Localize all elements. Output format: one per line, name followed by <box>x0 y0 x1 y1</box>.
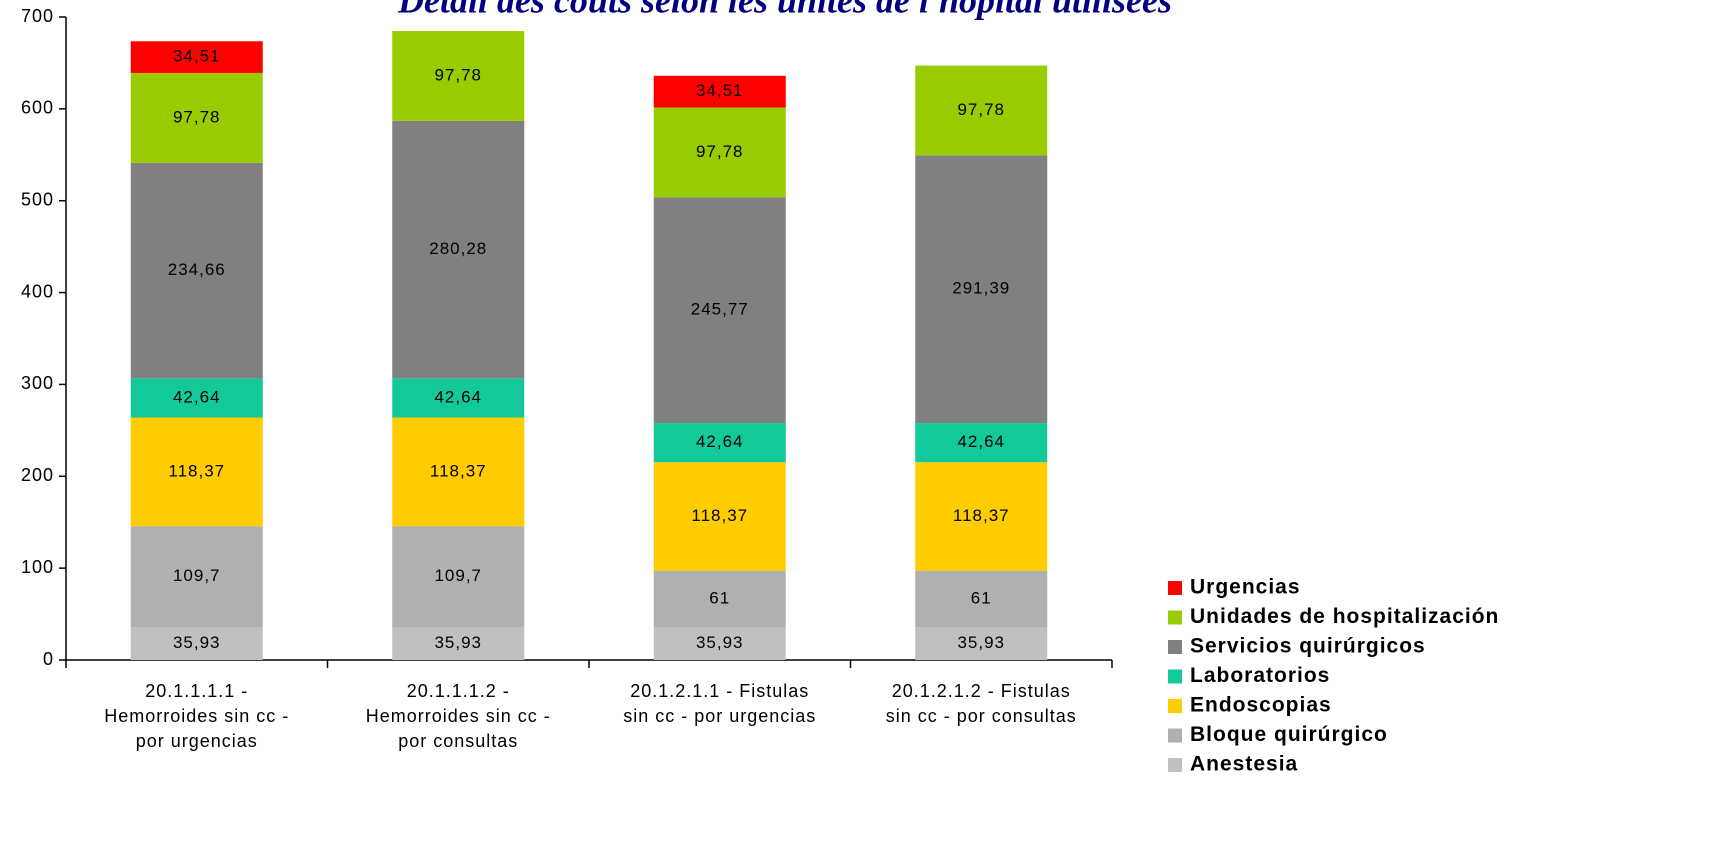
legend-label: Unidades de hospitalización <box>1190 605 1499 628</box>
bar-segment <box>915 423 1048 463</box>
bar-segment <box>130 417 263 527</box>
y-tick-label: 400 <box>21 281 54 301</box>
bar-segment <box>653 197 786 424</box>
legend-swatch <box>1168 699 1182 713</box>
y-tick-label: 300 <box>21 373 54 393</box>
value-label: 280,28 <box>429 239 487 258</box>
value-label: 35,93 <box>957 633 1005 652</box>
value-label: 42,64 <box>434 387 482 406</box>
y-tick-label: 500 <box>21 189 54 209</box>
value-label: 34,51 <box>696 81 744 100</box>
legend-swatch <box>1168 728 1182 743</box>
value-label: 61 <box>709 588 730 607</box>
bar-segment <box>130 162 263 379</box>
x-tick-label: 20.1.1.1.2 - Hemorroides sin cc - por co… <box>365 681 551 751</box>
value-label: 34,51 <box>173 47 221 66</box>
bar-segment <box>130 72 263 163</box>
value-label: 118,37 <box>168 461 225 480</box>
value-label: 42,64 <box>957 432 1005 451</box>
value-label: 35,93 <box>696 633 744 652</box>
legend-swatch <box>1168 669 1182 684</box>
y-tick-label: 0 <box>43 649 54 669</box>
bar-segment <box>392 417 525 527</box>
y-tick-label: 700 <box>21 6 54 26</box>
value-label: 42,64 <box>696 432 744 451</box>
y-tick-label: 600 <box>21 98 54 118</box>
bar-segment <box>130 526 263 627</box>
bar-segment <box>915 155 1048 424</box>
bar-segment <box>653 570 786 627</box>
value-label: 291,39 <box>952 279 1010 298</box>
bar-segment <box>130 378 263 418</box>
bar-segment <box>915 65 1048 156</box>
y-tick-label: 100 <box>21 557 54 577</box>
value-label: 118,37 <box>430 461 487 480</box>
legend-label: Anestesia <box>1190 753 1298 776</box>
value-label: 35,93 <box>434 633 482 652</box>
bar-segment <box>130 41 263 73</box>
bar-segment <box>392 378 525 418</box>
value-label: 97,78 <box>173 107 221 126</box>
value-label: 234,66 <box>168 260 226 279</box>
value-label: 109,7 <box>434 566 482 585</box>
legend-swatch <box>1168 640 1182 654</box>
legend-label: Laboratorios <box>1190 664 1330 687</box>
y-tick-label: 200 <box>21 465 54 485</box>
bar-segment <box>392 120 525 379</box>
x-tick-label: 20.1.1.1.1 - Hemorroides sin cc - por ur… <box>104 681 290 751</box>
bar-segment <box>915 462 1048 571</box>
bar-segment <box>915 626 1048 660</box>
bar-segment <box>915 570 1048 627</box>
value-label: 97,78 <box>696 142 744 161</box>
value-label: 109,7 <box>173 566 221 585</box>
legend-label: Bloque quirúrgico <box>1190 723 1388 746</box>
value-label: 35,93 <box>173 633 221 652</box>
value-label: 118,37 <box>953 506 1010 525</box>
bar-segment <box>653 626 786 660</box>
bar-segment <box>653 75 786 108</box>
value-label: 97,78 <box>434 65 482 84</box>
value-label: 245,77 <box>691 300 749 319</box>
chart-title: Détail des coûts selon les unités de l'h… <box>397 0 1172 20</box>
value-label: 97,78 <box>957 100 1005 119</box>
bar-segment <box>653 423 786 463</box>
legend-label: Endoscopias <box>1190 694 1332 717</box>
x-tick-label: 20.1.2.1.1 - Fistulas sin cc - por urgen… <box>623 681 817 726</box>
x-tick-label: 20.1.2.1.2 - Fistulas sin cc - por consu… <box>885 681 1077 726</box>
value-label: 42,64 <box>173 387 221 406</box>
bar-segment <box>653 462 786 571</box>
value-label: 61 <box>971 588 992 607</box>
legend-label: Servicios quirúrgicos <box>1190 635 1426 658</box>
legend-swatch <box>1168 610 1182 625</box>
value-label: 118,37 <box>691 506 748 525</box>
legend-swatch <box>1168 758 1182 772</box>
bar-segment <box>392 31 525 121</box>
bar-segment <box>392 626 525 660</box>
legend-swatch <box>1168 581 1182 595</box>
bar-segment <box>130 626 263 660</box>
bar-segment <box>653 107 786 198</box>
legend-label: Urgencias <box>1190 576 1301 599</box>
bar-segment <box>392 526 525 627</box>
